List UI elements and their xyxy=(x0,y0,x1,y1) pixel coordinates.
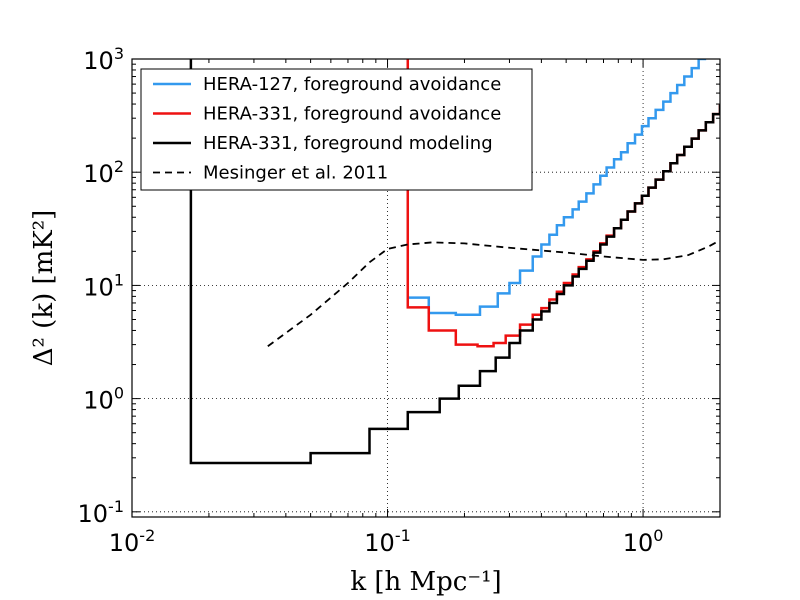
y-tick-label: 102 xyxy=(83,157,124,188)
major-ticks xyxy=(131,58,720,517)
x-axis-label: k [h Mpc⁻¹] xyxy=(350,567,501,597)
y-tick-label: 101 xyxy=(83,270,124,301)
legend-label: Mesinger et al. 2011 xyxy=(203,163,388,184)
series-line-3 xyxy=(189,59,720,465)
y-tick-label: 103 xyxy=(83,44,124,75)
legend-label: HERA-331, foreground modeling xyxy=(203,133,493,154)
x-tick-label: 100 xyxy=(623,526,664,557)
y-tick-label: 10-1 xyxy=(78,497,125,528)
plot-frame xyxy=(131,58,721,518)
y-tick-label: 100 xyxy=(83,384,124,415)
x-tick-label: 10-1 xyxy=(364,526,411,557)
series-layer xyxy=(189,59,720,465)
x-tick-label: 10-2 xyxy=(109,526,156,557)
series-line-1 xyxy=(407,59,707,317)
legend-label: HERA-127, foreground avoidance xyxy=(203,74,501,95)
y-axis-label: Δ² (k) [mK²] xyxy=(29,210,59,367)
legend: HERA-127, foreground avoidance HERA-331, … xyxy=(140,68,533,191)
legend-box xyxy=(140,68,533,191)
series-line-4 xyxy=(267,239,720,347)
legend-label: HERA-331, foreground avoidance xyxy=(203,104,501,125)
minor-ticks xyxy=(132,59,721,518)
